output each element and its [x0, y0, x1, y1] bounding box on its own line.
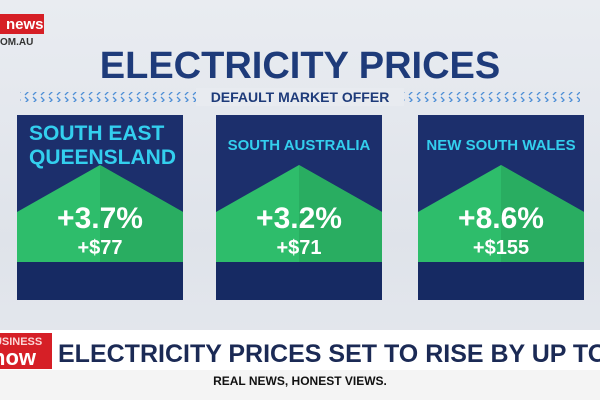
- ticker-bar: [0, 330, 600, 370]
- region: SOUTH AUSTRALIA: [228, 137, 371, 154]
- amount: +$71: [276, 237, 321, 259]
- card-base: [418, 262, 584, 300]
- region: NEW SOUTH WALES: [426, 137, 575, 154]
- change: +3.2%: [256, 202, 342, 235]
- amount: +$155: [473, 237, 529, 259]
- change: +3.7%: [57, 202, 143, 235]
- card-base: [216, 262, 382, 300]
- show-box: [0, 333, 52, 369]
- amount: +$77: [77, 237, 122, 259]
- headline: ELECTRICITY PRICES SET TO RISE BY UP TO …: [58, 340, 600, 368]
- up-arrow-shade: [100, 165, 183, 262]
- up-arrow-shade: [299, 165, 382, 262]
- show-top: BUSINESS: [0, 336, 42, 348]
- change: +8.6%: [458, 202, 544, 235]
- subtitle-bg: [196, 88, 404, 106]
- tagline: REAL NEWS, HONEST VIEWS.: [213, 374, 387, 388]
- logo-domain: OM.AU: [0, 37, 33, 48]
- show-name: now: [0, 345, 37, 370]
- subtitle: DEFAULT MARKET OFFER: [211, 89, 390, 105]
- tagline-bar: [0, 370, 600, 400]
- logo-box: [0, 14, 44, 34]
- region: SOUTH EAST: [29, 122, 165, 145]
- region: QUEENSLAND: [29, 146, 176, 169]
- title: ELECTRICITY PRICES: [100, 45, 500, 87]
- up-arrow-shade: [501, 165, 584, 262]
- card-base: [17, 262, 183, 300]
- logo-brand: news: [6, 16, 44, 33]
